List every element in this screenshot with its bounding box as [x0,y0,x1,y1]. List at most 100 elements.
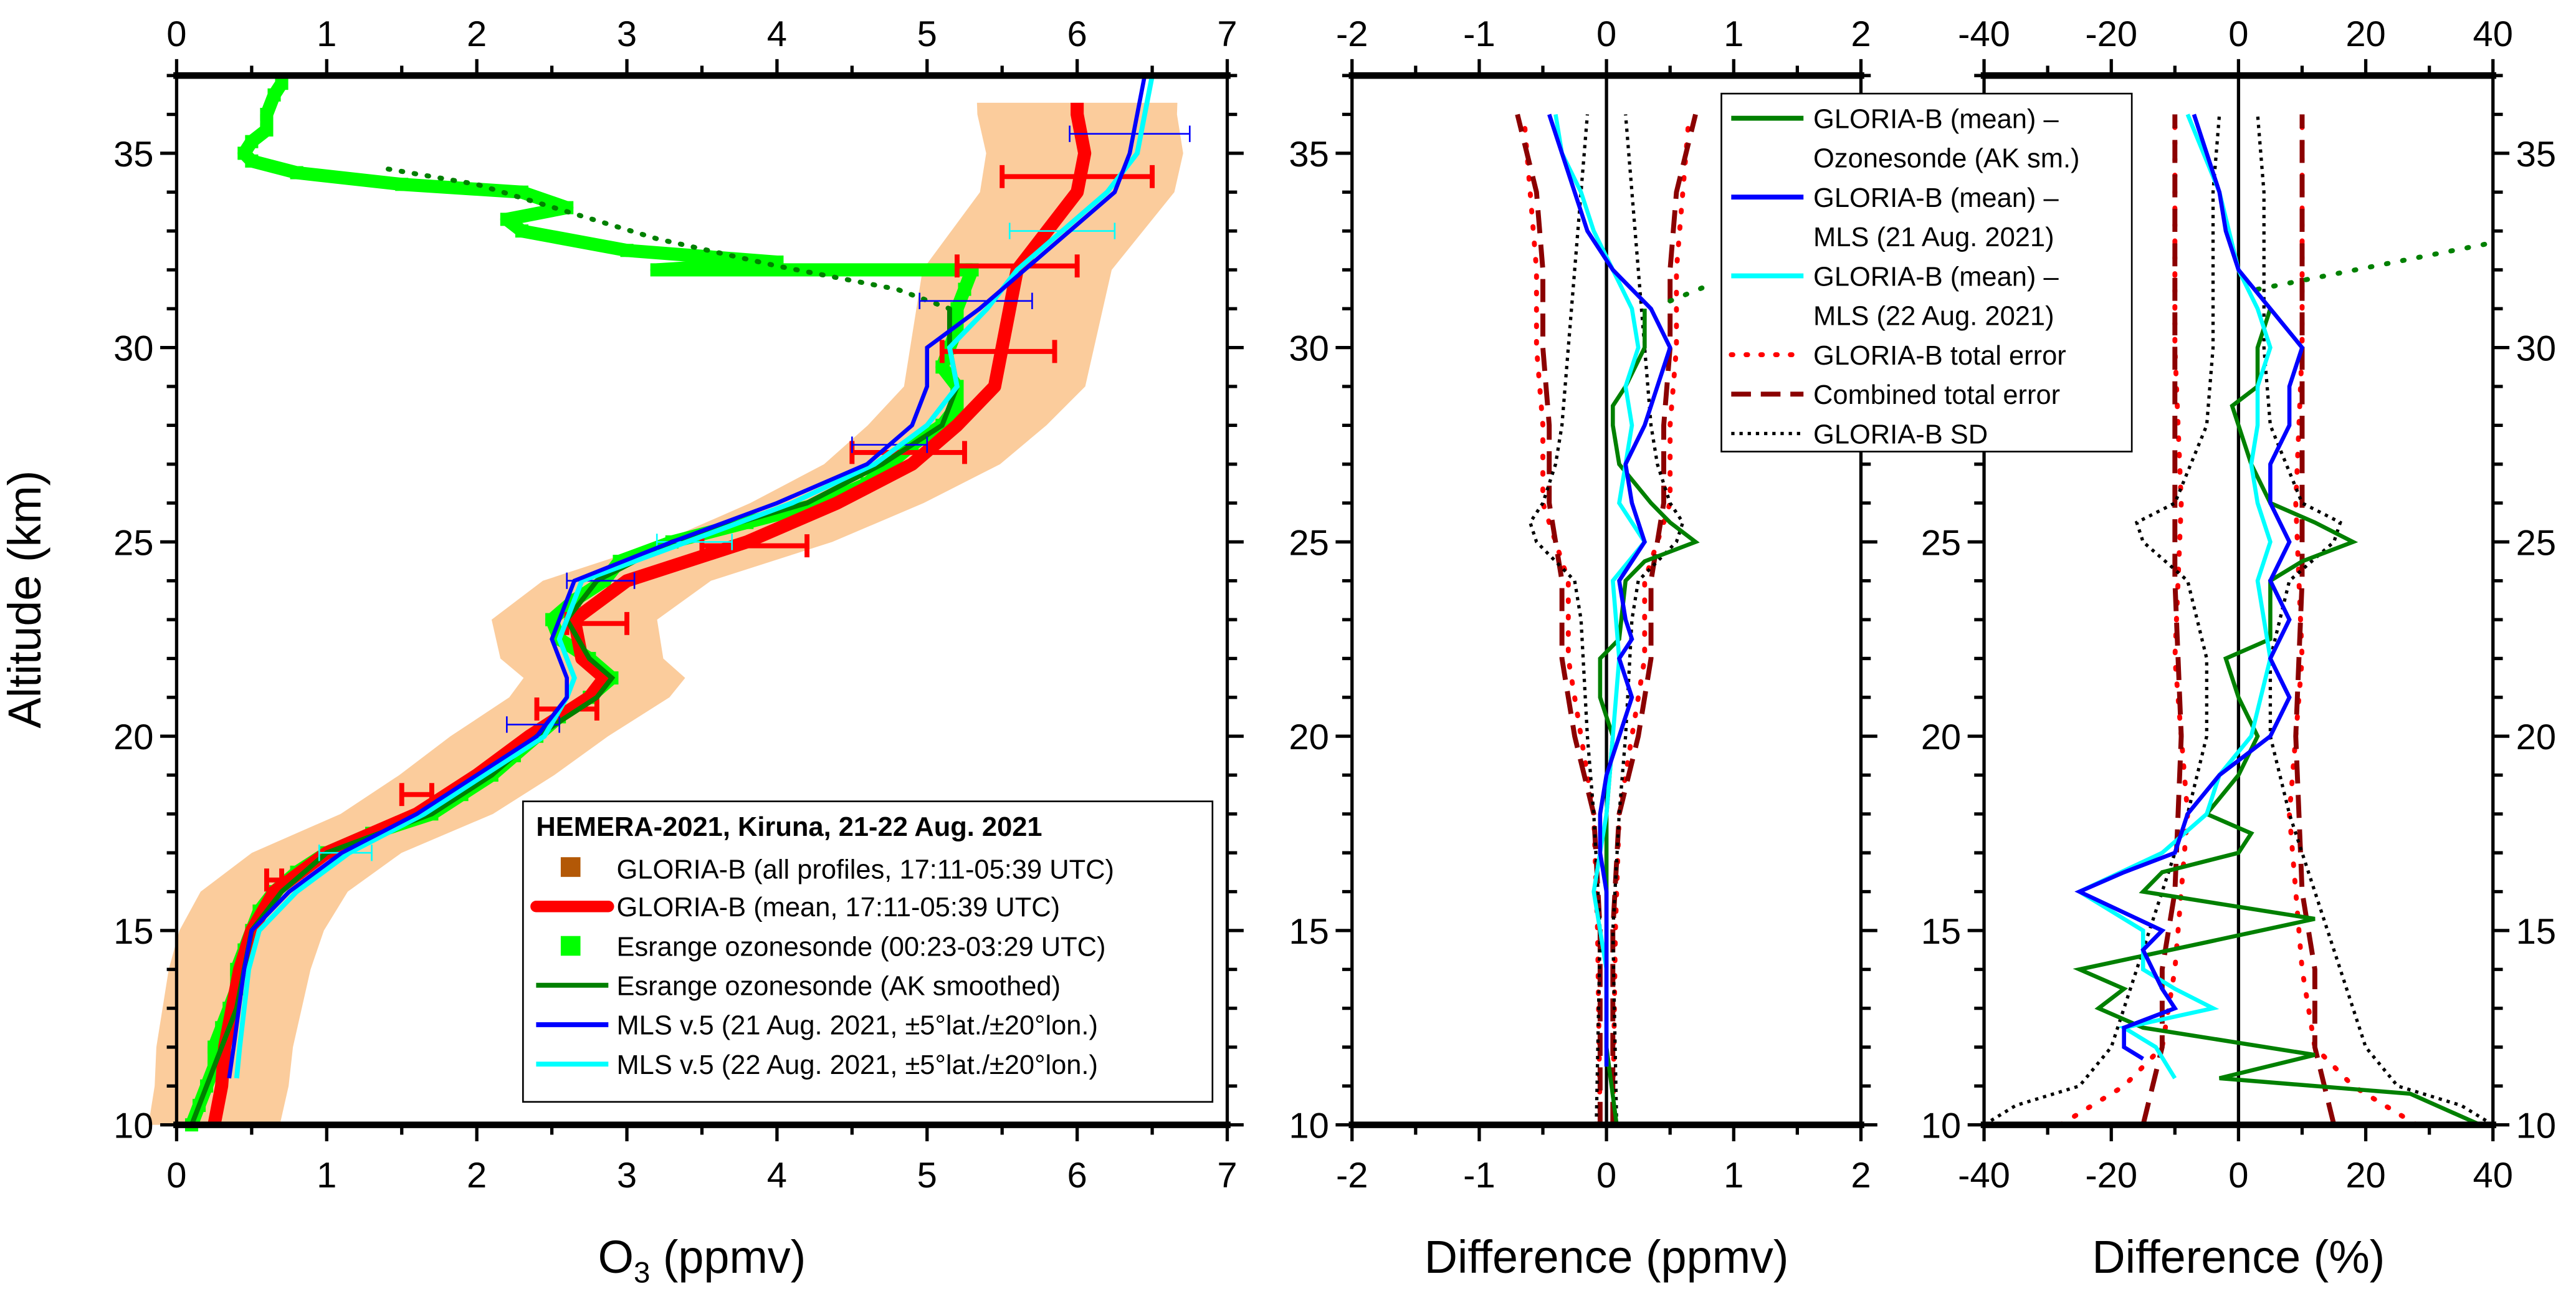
x-axis-title-ozone: O3 (ppmv) [598,1231,806,1290]
x-tick-label: 0 [2228,1156,2248,1196]
x-tick-label-top: 4 [767,14,787,54]
legend-entry: Combined total error [1813,380,2060,410]
y-tick-label: 10 [1921,1106,1961,1146]
x-tick-label: 3 [617,1156,637,1196]
x-axis-title-percent: Difference (%) [2092,1231,2385,1283]
sonde-point [500,213,513,226]
combined-total-error-right [2293,114,2337,1126]
x-tick-label-top: 20 [2345,14,2385,54]
gloria-sd-right [1611,114,1685,1125]
mls21-diff-series [1547,113,1672,1067]
x-axis-title-ppmv: Difference (ppmv) [1424,1231,1789,1283]
x-tick-label-top: -40 [1958,14,2010,54]
gloria-all-profiles-band [148,102,1183,1125]
x-tick-label-top: 0 [166,14,186,54]
x-axis-title-unit: (ppmv) [650,1231,806,1283]
gloria-error-bar [939,340,1057,363]
x-tick-label: 1 [1724,1156,1744,1196]
x-tick-label: -1 [1463,1156,1496,1196]
sonde-point [208,1040,221,1054]
x-axis-title-sub: 3 [634,1257,650,1290]
sonde-point [545,613,559,626]
x-tick-label-top: 5 [917,14,937,54]
legend-swatch-sonde [560,936,581,956]
combined-total-error-left [2140,114,2184,1126]
x-tick-label-top: -20 [2085,14,2137,54]
gloria-total-error-left [1521,112,1603,1128]
legend-entry: GLORIA-B (all profiles, 17:11-05:39 UTC) [616,855,1114,884]
sonde-point [260,123,274,137]
gloria-sd-right [2256,114,2494,1126]
x-tick-label-top: 0 [2228,14,2248,54]
mls-error-bar [1069,125,1191,142]
legend-entry: MLS (22 Aug. 2021) [1813,302,2054,332]
y-tick-label: 30 [1289,329,1329,369]
y-tick-label-right: 20 [2516,717,2556,757]
y-tick-label: 20 [113,717,153,757]
x-tick-label-top: 1 [317,14,336,54]
x-tick-label-top: 2 [1851,14,1871,54]
legend-entry: GLORIA-B (mean) – [1813,104,2059,134]
legend-entry: Esrange ozonesonde (AK smoothed) [616,972,1061,1002]
sonde-point [950,399,964,413]
x-tick-label-top: 1 [1724,14,1744,54]
gloria-sd-left [1528,114,1602,1125]
x-tick-label: 2 [467,1156,487,1196]
y-tick-label: 35 [113,135,153,175]
gloria-total-error-right [2287,112,2420,1128]
gloria-error-bar [534,697,599,721]
y-tick-label-right: 15 [2516,912,2556,952]
legend-title: HEMERA-2021, Kiruna, 21-22 Aug. 2021 [536,812,1042,842]
y-tick-label-right: 30 [2516,329,2556,369]
x-tick-label: -40 [1958,1156,2010,1196]
x-tick-label: 0 [1596,1156,1616,1196]
x-tick-label: 2 [1851,1156,1871,1196]
legend-entry: Esrange ozonesonde (00:23-03:29 UTC) [616,932,1105,962]
sonde-diff-series [1598,309,1700,1126]
y-tick-label-right: 25 [2516,523,2556,563]
combined-total-error-left [1515,113,1603,1125]
x-tick-label-top: 40 [2473,14,2513,54]
y-tick-label: 25 [1289,523,1329,563]
mls22-diff-series [2075,113,2273,1080]
legend-entry: MLS v.5 (22 Aug. 2021, ±5°lat./±20°lon.) [616,1050,1098,1080]
mls22-series [234,75,1155,1079]
sonde-point [395,178,409,191]
legend-difference: GLORIA-B (mean) – Ozonesonde (AK sm.) GL… [1720,92,2133,453]
y-tick-label: 35 [1289,135,1329,175]
x-tick-label: 6 [1067,1156,1087,1196]
legend-entry: GLORIA-B SD [1813,419,1988,449]
sonde-point [950,302,964,315]
legend-entry: GLORIA-B total error [1813,341,2066,371]
y-tick-label: 25 [1921,523,1961,563]
panel-ozone: 0 0 1 1 2 2 3 3 4 4 5 5 6 6 7 7 10 15 20 25 30 35 [113,14,1244,1196]
sonde-ak-dotted-series [384,166,952,312]
y-tick-label: 25 [113,523,153,563]
gloria-error-bar [999,165,1155,188]
sonde-point [245,135,259,148]
sonde-point [958,282,971,296]
sonde-point [515,224,528,238]
x-tick-label: 20 [2345,1156,2385,1196]
x-axis-title-o: O [598,1231,634,1283]
y-axis-title: Altitude (km) [0,471,50,729]
y-tick-label-right: 35 [2516,135,2556,175]
combined-total-error-right [1610,113,1698,1125]
y-tick-label: 15 [1289,912,1329,952]
x-tick-label: 4 [767,1156,787,1196]
y-tick-label: 15 [1921,912,1961,952]
sonde-point [260,108,274,122]
sonde-point [237,146,251,160]
sonde-point [620,244,634,257]
x-tick-label-top: -2 [1336,14,1368,54]
legend-entry: GLORIA-B (mean, 17:11-05:39 UTC) [616,893,1060,923]
gloria-sd-left [1983,114,2221,1126]
sonde-point [275,77,289,90]
gloria-error-bar [264,868,284,892]
x-tick-label-top: 6 [1067,14,1087,54]
x-tick-label-top: -1 [1463,14,1496,54]
mls-error-bar [918,292,1033,309]
x-tick-label-top: 3 [617,14,637,54]
